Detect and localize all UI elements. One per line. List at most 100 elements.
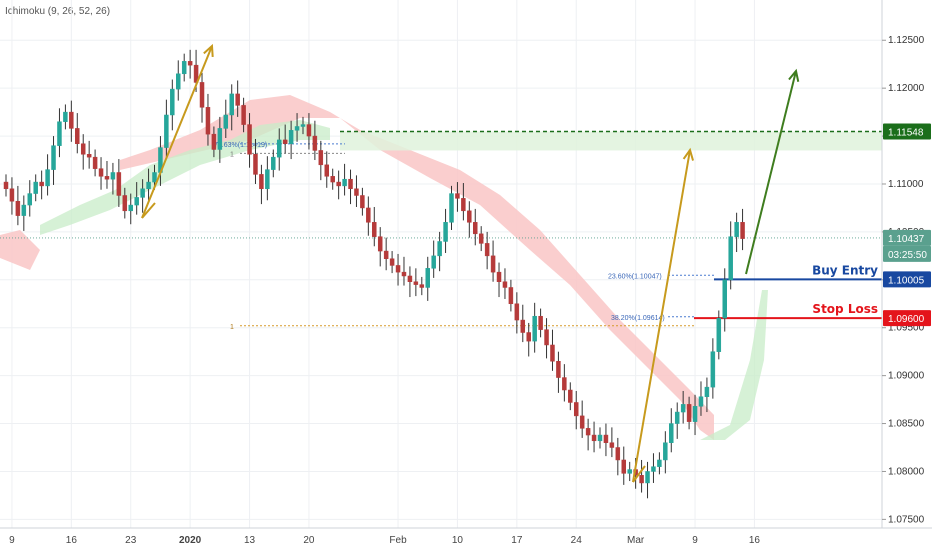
candle-body [176, 73, 181, 90]
candle-body [413, 281, 419, 285]
candle-body [740, 222, 745, 239]
cloud-bearish [0, 230, 40, 270]
candle-body [247, 124, 252, 155]
candle-body [532, 315, 537, 342]
candle-body [508, 287, 514, 305]
projection-arrow-1-tail [141, 202, 156, 219]
candle-body [544, 329, 549, 346]
price-tag-text: 1.10437 [888, 234, 925, 245]
candle-body [69, 111, 74, 129]
candle-body [134, 197, 139, 206]
candle-body [199, 82, 205, 108]
candle-body [110, 172, 116, 180]
candle-body [51, 145, 56, 170]
candle-body [9, 188, 15, 202]
candle-body [502, 281, 508, 288]
candle-body [15, 200, 21, 216]
candle-body [27, 193, 33, 206]
candle-body [538, 315, 543, 330]
candle-body [407, 275, 413, 282]
x-tick-label: 24 [571, 535, 583, 546]
projection-arrow-2-tail [632, 465, 646, 483]
candle-body [33, 181, 38, 194]
candle-body [556, 361, 561, 378]
candle-body [639, 475, 644, 484]
target-arrow-head [788, 68, 800, 82]
candle-body [330, 176, 335, 183]
cloud-bearish [120, 95, 714, 440]
candle-body [674, 411, 680, 424]
cloud-bullish [700, 290, 768, 440]
candle-body [170, 88, 175, 116]
candle-body [187, 61, 193, 66]
candle-body [116, 172, 122, 196]
target-zone [340, 131, 882, 151]
candle-body [342, 178, 347, 187]
candle-body [300, 124, 306, 127]
candle-body [585, 428, 591, 436]
candle-body [128, 204, 133, 212]
candle-body [645, 471, 650, 484]
candle-body [692, 406, 698, 422]
candle-body [104, 176, 110, 180]
candle-body [164, 114, 169, 148]
buy-entry-label: Buy Entry [812, 263, 878, 277]
candle-body [710, 351, 716, 388]
projection-arrow-1 [141, 45, 213, 219]
candle-body [461, 198, 466, 212]
candle-body [229, 93, 234, 116]
candle-body [63, 111, 68, 122]
candle-body [573, 402, 579, 417]
candle-body [217, 128, 223, 150]
candle-body [443, 222, 448, 242]
candle-body [669, 423, 674, 443]
x-tick-label: 10 [452, 535, 464, 546]
candle-body [514, 303, 520, 321]
fib-one-label: 1 [230, 324, 234, 331]
y-tick-label: 1.12500 [888, 35, 925, 46]
candle-body [265, 169, 270, 190]
tp-zone [340, 131, 882, 151]
candle-body [568, 389, 573, 403]
candle-body [146, 181, 151, 190]
x-tick-label: 16 [749, 535, 761, 546]
candle-body [57, 121, 62, 146]
candle-body [140, 188, 145, 198]
candle-body [366, 207, 371, 223]
candle-body [657, 459, 662, 467]
y-tick-label: 1.09000 [888, 371, 925, 382]
grid [0, 0, 882, 528]
candle-body [579, 415, 585, 429]
projection-arrow-2-head [682, 147, 695, 161]
candle-body [294, 126, 300, 131]
candle-body [21, 204, 27, 216]
candle-body [591, 434, 597, 442]
x-tick-label: 23 [125, 535, 137, 546]
candle-body [181, 61, 187, 75]
price-tag-box [883, 229, 931, 246]
candle-body [395, 265, 401, 273]
target-arrow [745, 70, 797, 275]
candle-body [419, 284, 425, 288]
price-tag-timer: 03:25:50 [888, 250, 927, 261]
stop-loss-label: Stop Loss [812, 302, 878, 316]
x-tick-label: 17 [511, 535, 523, 546]
candle-body [288, 130, 294, 144]
price-tag-timer-box [883, 245, 931, 262]
candle-body [211, 133, 217, 150]
candle-body [597, 434, 603, 442]
buy-tag-box [883, 271, 931, 288]
candle-body [562, 377, 567, 391]
buy-tag-text: 1.10005 [888, 275, 925, 286]
candle-body [3, 181, 9, 190]
y-tick-label: 1.09500 [888, 323, 925, 334]
ichimoku-cloud [0, 95, 768, 440]
fib-236-label: 23.60%(1.10047) [608, 273, 662, 280]
candle-body [716, 317, 722, 352]
candle-body [354, 188, 359, 196]
y-tick-label: 1.07500 [888, 514, 925, 525]
indicator-label: Ichimoku (9, 26, 52, 26) [5, 6, 111, 17]
candle-body [193, 64, 199, 83]
x-tick-label: 9 [9, 535, 15, 546]
